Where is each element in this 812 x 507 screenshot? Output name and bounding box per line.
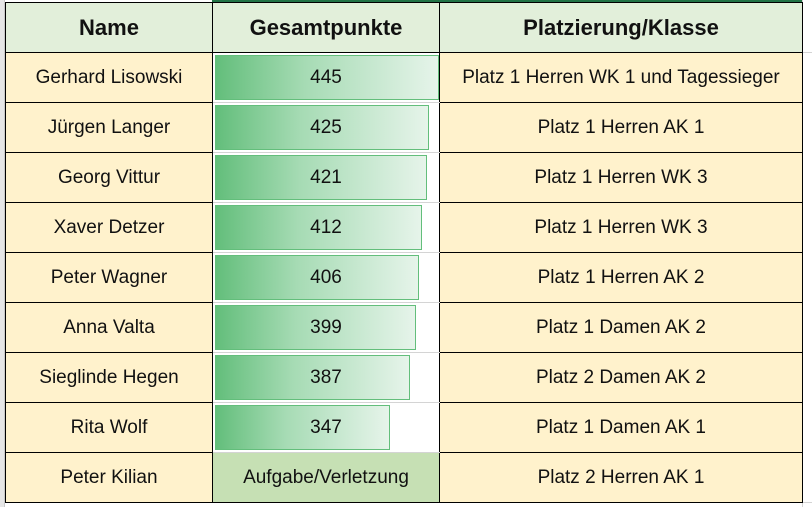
points-cell[interactable]: 425 <box>212 102 440 153</box>
name-cell[interactable]: Georg Vittur <box>5 152 213 203</box>
name-cell[interactable]: Peter Wagner <box>5 252 213 303</box>
data-bar <box>215 305 416 350</box>
name-cell[interactable]: Rita Wolf <box>5 402 213 453</box>
table-row: Gerhard Lisowski 445 Platz 1 Herren WK 1… <box>5 52 803 103</box>
place-cell[interactable]: Platz 1 Herren WK 3 <box>439 202 803 253</box>
header-points[interactable]: Gesamtpunkte <box>212 2 440 53</box>
name-cell[interactable]: Gerhard Lisowski <box>5 52 213 103</box>
place-cell[interactable]: Platz 1 Herren AK 2 <box>439 252 803 303</box>
points-cell[interactable]: 347 <box>212 402 440 453</box>
table-row: Peter Kilian Aufgabe/Verletzung Platz 2 … <box>5 452 803 503</box>
points-cell[interactable]: 399 <box>212 302 440 353</box>
table-row: Rita Wolf 347 Platz 1 Damen AK 1 <box>5 402 803 453</box>
results-table: Name Gesamtpunkte Platzierung/Klasse Ger… <box>5 2 803 503</box>
header-row: Name Gesamtpunkte Platzierung/Klasse <box>5 2 803 53</box>
points-value: 421 <box>310 166 342 188</box>
table-row: Sieglinde Hegen 387 Platz 2 Damen AK 2 <box>5 352 803 403</box>
status-cell[interactable]: Aufgabe/Verletzung <box>212 452 440 503</box>
header-name[interactable]: Name <box>5 2 213 53</box>
header-place[interactable]: Platzierung/Klasse <box>439 2 803 53</box>
data-bar <box>215 205 422 250</box>
data-bar <box>215 405 390 450</box>
points-cell[interactable]: 387 <box>212 352 440 403</box>
gridline <box>802 52 812 53</box>
points-value: 399 <box>310 316 342 338</box>
place-cell[interactable]: Platz 1 Herren WK 1 und Tagessieger <box>439 52 803 103</box>
points-value: 347 <box>310 416 342 438</box>
data-bar <box>215 255 419 300</box>
place-cell[interactable]: Platz 1 Damen AK 1 <box>439 402 803 453</box>
name-cell[interactable]: Jürgen Langer <box>5 102 213 153</box>
table-row: Jürgen Langer 425 Platz 1 Herren AK 1 <box>5 102 803 153</box>
selected-column-indicator <box>212 0 802 2</box>
points-value: 406 <box>310 266 342 288</box>
name-cell[interactable]: Peter Kilian <box>5 452 213 503</box>
place-cell[interactable]: Platz 1 Herren WK 3 <box>439 152 803 203</box>
place-cell[interactable]: Platz 2 Damen AK 2 <box>439 352 803 403</box>
name-cell[interactable]: Sieglinde Hegen <box>5 352 213 403</box>
data-bar <box>215 105 429 150</box>
data-bar <box>215 155 427 200</box>
table-row: Georg Vittur 421 Platz 1 Herren WK 3 <box>5 152 803 203</box>
table-row: Xaver Detzer 412 Platz 1 Herren WK 3 <box>5 202 803 253</box>
place-cell[interactable]: Platz 2 Herren AK 1 <box>439 452 803 503</box>
table-row: Peter Wagner 406 Platz 1 Herren AK 2 <box>5 252 803 303</box>
points-cell[interactable]: 412 <box>212 202 440 253</box>
points-value: 425 <box>310 116 342 138</box>
gridline <box>802 0 803 507</box>
data-bar <box>215 55 439 100</box>
gridline <box>802 502 812 503</box>
points-value: 412 <box>310 216 342 238</box>
points-value: 445 <box>310 66 342 88</box>
points-cell[interactable]: 406 <box>212 252 440 303</box>
place-cell[interactable]: Platz 1 Herren AK 1 <box>439 102 803 153</box>
name-cell[interactable]: Anna Valta <box>5 302 213 353</box>
points-value: 387 <box>310 366 342 388</box>
points-cell[interactable]: 421 <box>212 152 440 203</box>
table-row: Anna Valta 399 Platz 1 Damen AK 2 <box>5 302 803 353</box>
name-cell[interactable]: Xaver Detzer <box>5 202 213 253</box>
row-header-strip[interactable] <box>0 0 5 507</box>
data-bar <box>215 355 410 400</box>
points-cell[interactable]: 445 <box>212 52 440 103</box>
place-cell[interactable]: Platz 1 Damen AK 2 <box>439 302 803 353</box>
